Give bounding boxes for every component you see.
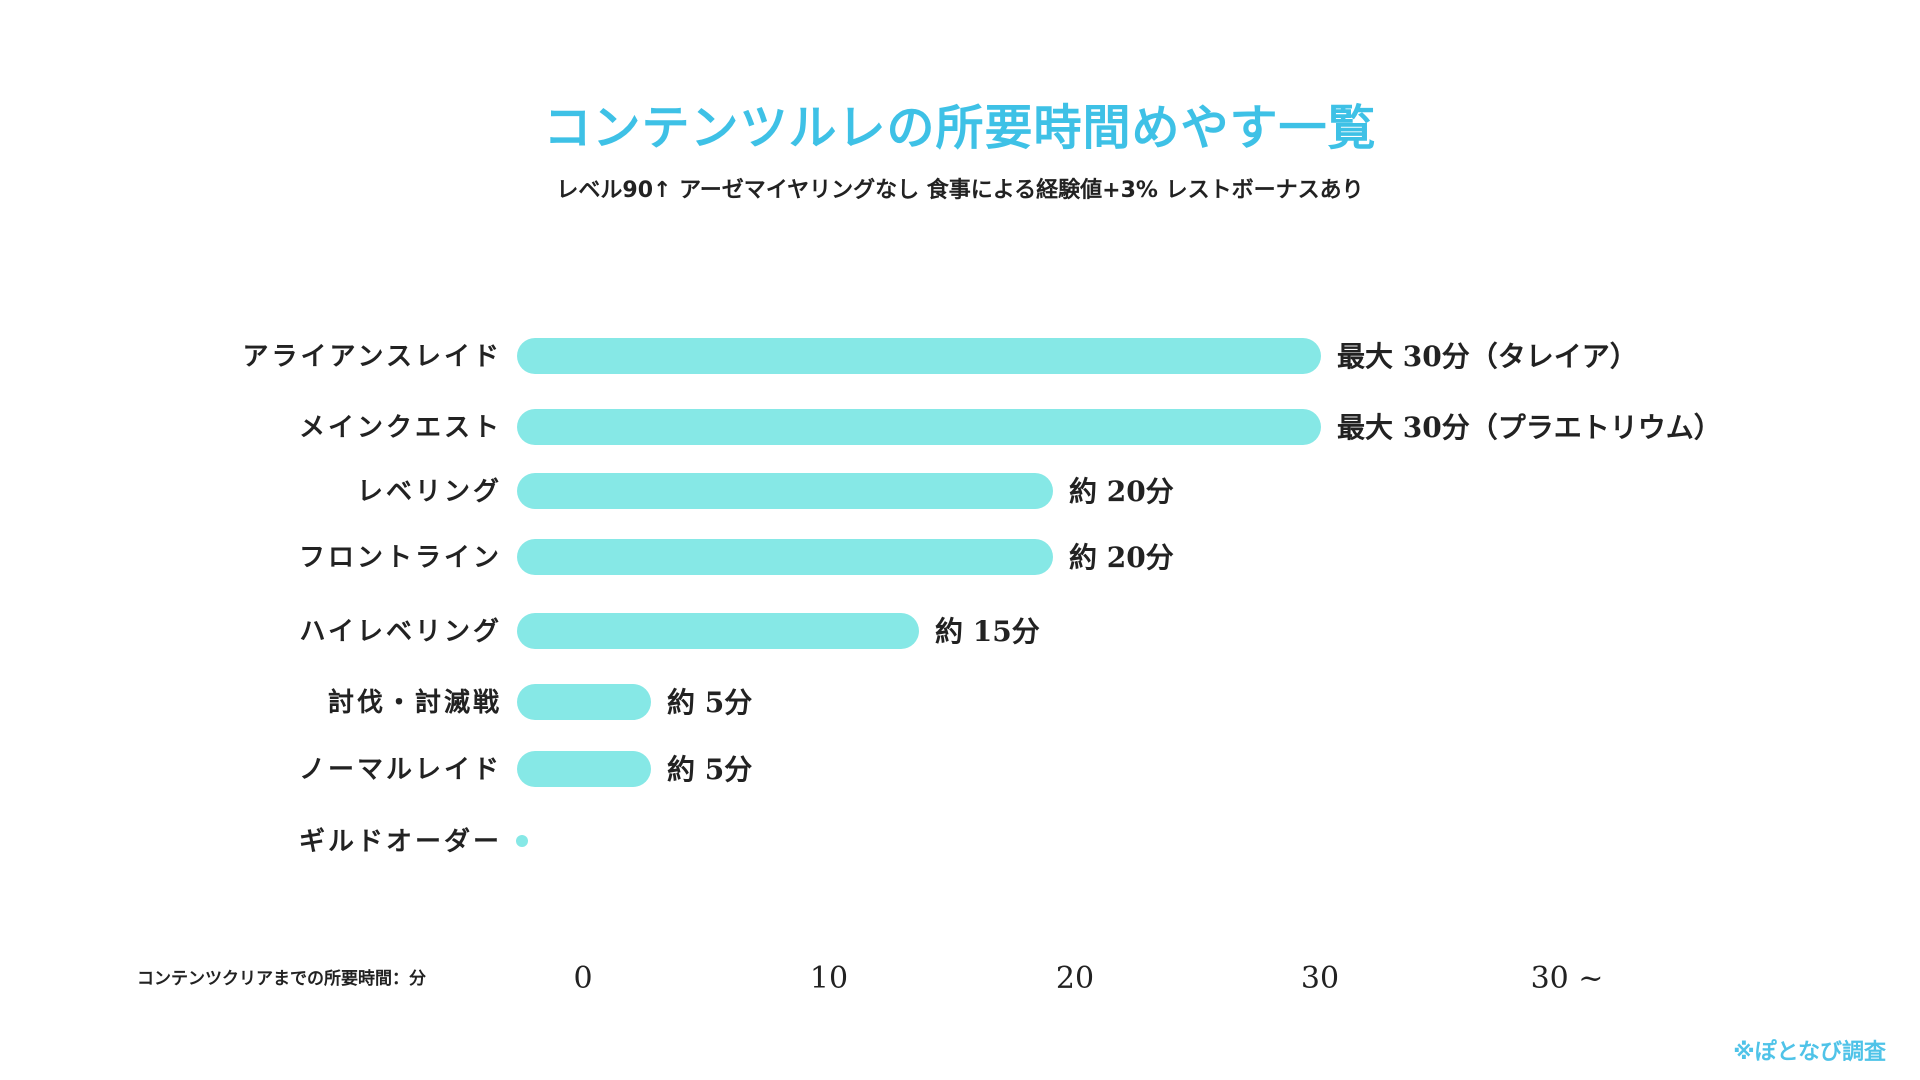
data-label: 約 20分 [1069, 475, 1174, 508]
category-label: フロントライン [299, 543, 502, 573]
data-label: 最大 30分（タレイア） [1337, 340, 1638, 373]
category-label: ハイレベリング [300, 617, 502, 647]
bar [517, 751, 651, 787]
x-tick-label: 30 ~ [1531, 961, 1604, 996]
data-label: 約 20分 [1069, 541, 1174, 574]
chart-title: コンテンツルレの所要時間めやす一覧 [543, 100, 1377, 156]
category-label: ノーマルレイド [299, 755, 502, 785]
category-label: ギルドオーダー [299, 826, 502, 857]
bar [516, 835, 528, 847]
category-label: アライアンスレイド [243, 342, 502, 372]
data-label: 約 5分 [667, 686, 752, 719]
data-label: 約 5分 [667, 753, 752, 786]
category-label: メインクエスト [299, 413, 502, 443]
bar [517, 684, 651, 720]
category-label: レベリング [357, 477, 502, 507]
bar [517, 409, 1321, 445]
x-tick-label: 0 [573, 961, 592, 996]
bar [517, 613, 919, 649]
category-label: 討伐・討滅戦 [328, 687, 502, 718]
data-label: 約 15分 [935, 615, 1040, 648]
chart-subtitle: レベル90↑ アーゼマイヤリングなし 食事による経験値+3% レストボーナスあり [556, 178, 1364, 203]
x-tick-label: 20 [1056, 961, 1094, 996]
bar [517, 473, 1053, 509]
data-label: 最大 30分（プラエトリウム） [1337, 411, 1722, 444]
x-tick-label: 30 [1301, 961, 1339, 996]
x-tick-label: 10 [810, 961, 848, 996]
bar [517, 539, 1053, 575]
bar [517, 338, 1321, 374]
x-axis-label: コンテンツクリアまでの所要時間：分 [137, 969, 426, 989]
source-note: ※ぽとなび調査 [1733, 1040, 1886, 1065]
